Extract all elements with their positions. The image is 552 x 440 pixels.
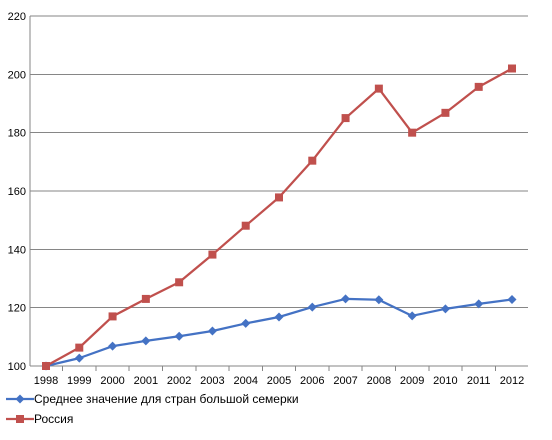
data-point	[141, 294, 150, 303]
legend-label: Россия	[34, 412, 73, 426]
data-point	[508, 64, 516, 73]
data-point	[174, 331, 184, 341]
data-point	[74, 353, 84, 363]
series-group	[41, 64, 517, 371]
data-point	[108, 312, 117, 321]
data-point	[241, 318, 251, 328]
y-tick-label: 220	[8, 11, 26, 23]
x-tick-label: 2007	[333, 375, 357, 387]
data-point	[407, 311, 417, 321]
data-point	[341, 294, 351, 304]
x-tick-label: 2011	[467, 375, 491, 387]
x-tick-label: 2008	[367, 375, 391, 387]
data-point	[208, 250, 217, 259]
axes	[29, 16, 528, 367]
x-tick-label: 2005	[267, 375, 291, 387]
data-point	[474, 299, 484, 309]
y-tick-label: 120	[8, 303, 26, 315]
y-tick-label: 200	[8, 69, 26, 81]
data-point	[207, 326, 217, 336]
data-point	[374, 84, 383, 93]
y-tick-label: 180	[8, 128, 26, 140]
x-tick-label: 1999	[67, 375, 91, 387]
data-point	[75, 343, 84, 352]
data-point	[374, 295, 384, 305]
legend: Среднее значение для стран большой семер…	[6, 392, 299, 426]
x-tick-label: 1998	[34, 375, 58, 387]
data-point	[341, 114, 350, 123]
data-point	[175, 278, 184, 287]
legend-marker	[15, 394, 25, 404]
data-point	[308, 156, 317, 165]
data-point	[275, 193, 283, 202]
y-tick-label: 160	[8, 186, 26, 198]
data-point	[307, 302, 317, 312]
data-point	[42, 362, 50, 370]
y-tick-label: 140	[8, 244, 26, 256]
gridlines	[30, 15, 528, 367]
x-tick-label: 2003	[200, 375, 224, 387]
data-point	[474, 82, 483, 91]
y-tick-label: 100	[8, 361, 26, 373]
y-axis-ticks: 100 120 140 160 180 200 220	[8, 11, 26, 373]
data-point	[108, 341, 118, 351]
data-point	[141, 336, 151, 346]
data-point	[241, 221, 250, 230]
data-point	[441, 108, 450, 117]
x-tick-label: 2012	[500, 375, 524, 387]
data-point	[440, 304, 450, 314]
x-tick-label: 2001	[134, 375, 158, 387]
x-tick-label: 2004	[233, 375, 257, 387]
x-tick-label: 2002	[167, 375, 191, 387]
legend-label: Среднее значение для стран большой семер…	[34, 392, 299, 406]
x-axis-ticks: 1998 1999 2000 2001 2002 2003 2004 2005 2006 2007…	[34, 366, 524, 387]
x-tick-label: 2006	[300, 375, 324, 387]
legend-marker	[16, 415, 24, 423]
x-tick-label: 2010	[433, 375, 457, 387]
data-point	[408, 128, 417, 137]
data-point	[507, 295, 517, 304]
data-point	[274, 312, 284, 322]
x-tick-label: 2000	[100, 375, 124, 387]
x-tick-label: 2009	[400, 375, 424, 387]
